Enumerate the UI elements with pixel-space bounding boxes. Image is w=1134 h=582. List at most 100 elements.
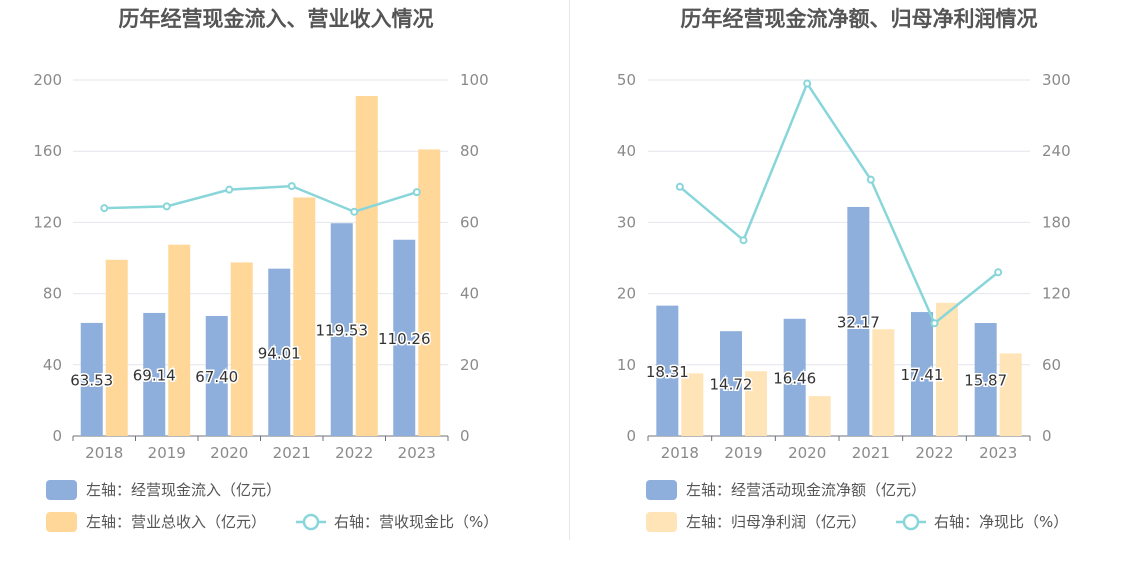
y-left-tick-label: 160 (33, 142, 62, 160)
legend-swatch (646, 512, 677, 532)
bar-secondary (105, 259, 128, 436)
bar-secondary (999, 353, 1022, 436)
y-left-tick-label: 0 (52, 427, 62, 445)
bar-data-label: 17.41 (901, 366, 944, 384)
y-right-tick-label: 0 (460, 427, 470, 445)
bar-secondary (168, 244, 191, 436)
x-tick-label: 2020 (210, 444, 248, 462)
bar-secondary (418, 149, 441, 437)
y-right-tick-label: 60 (460, 213, 479, 231)
y-right-tick-label: 80 (460, 142, 479, 160)
bar-data-label: 14.72 (710, 376, 753, 394)
x-tick-label: 2021 (852, 444, 890, 462)
legend-label: 右轴：营收现金比（%） (334, 513, 498, 531)
bar-data-label: 69.14 (133, 366, 176, 384)
y-right-tick-label: 300 (1042, 71, 1071, 89)
legend-label: 左轴：归母净利润（亿元） (686, 513, 866, 531)
bar-data-label: 32.17 (837, 313, 880, 331)
chart-net-cash-profit: 历年经营现金流净额、归母净利润情况 0 10 20 30 40 50 0 60 120 180 240… (617, 7, 1071, 532)
chart-title: 历年经营现金流净额、归母净利润情况 (681, 7, 1038, 31)
legend-swatch (46, 480, 77, 500)
y-left-tick-label: 40 (43, 356, 62, 374)
y-left-tick-label: 0 (626, 427, 636, 445)
y-right-tick-label: 120 (1042, 285, 1071, 303)
y-left-tick-label: 20 (617, 285, 636, 303)
bar-data-label: 110.26 (378, 330, 431, 348)
y-right-tick-label: 20 (460, 356, 479, 374)
x-tick-label: 2018 (661, 444, 699, 462)
legend-label: 左轴：经营活动现金流净额（亿元） (686, 481, 926, 499)
x-tick-label: 2018 (85, 444, 123, 462)
line-point (803, 79, 812, 88)
legend-swatch (46, 512, 77, 532)
y-right-tick-label: 180 (1042, 213, 1071, 231)
line-point (866, 175, 875, 184)
panel-divider (569, 0, 570, 540)
bar-secondary (808, 396, 831, 436)
bar-secondary (230, 262, 253, 436)
line-point (350, 207, 359, 216)
bar-primary (720, 331, 742, 436)
y-right-tick-label: 240 (1042, 142, 1071, 160)
x-tick-label: 2022 (915, 444, 953, 462)
line-point (994, 268, 1003, 277)
x-tick-label: 2022 (335, 444, 373, 462)
bar-primary (911, 312, 933, 436)
y-right-tick-label: 40 (460, 285, 479, 303)
line-point (675, 182, 684, 191)
bar-primary (143, 312, 166, 436)
y-right-tick-label: 0 (1042, 427, 1052, 445)
bar-data-label: 94.01 (258, 344, 301, 362)
line-point (225, 185, 234, 194)
x-tick-label: 2020 (788, 444, 826, 462)
series-line (679, 80, 999, 326)
bar-primary (268, 268, 291, 436)
bar-primary (330, 223, 353, 436)
x-tick-label: 2023 (398, 444, 436, 462)
x-tick-label: 2019 (724, 444, 762, 462)
bar-secondary (681, 373, 704, 436)
bar-primary (974, 323, 997, 436)
x-tick-label: 2019 (148, 444, 186, 462)
legend-label: 左轴：经营现金流入（亿元） (86, 481, 281, 499)
y-left-tick-label: 120 (33, 213, 62, 231)
bar-data-label: 63.53 (70, 371, 113, 389)
bar-primary (80, 322, 103, 436)
chart-panel-net-cash: 历年经营现金流净额、归母净利润情况 0 10 20 30 40 50 0 60 120 180 240… (567, 0, 1134, 582)
line-point (162, 202, 171, 211)
legend-swatch (646, 480, 677, 500)
line-point (739, 236, 748, 245)
x-tick-label: 2021 (273, 444, 311, 462)
bar-primary (783, 318, 806, 436)
bar-data-label: 119.53 (316, 322, 369, 340)
bar-primary (393, 239, 416, 436)
series-line (104, 184, 418, 214)
y-left-tick-label: 40 (617, 142, 636, 160)
legend-label: 右轴：净现比（%） (934, 513, 1068, 531)
bar-data-label: 15.87 (964, 372, 1007, 390)
legend-line-marker (902, 513, 920, 531)
y-left-tick-label: 80 (43, 285, 62, 303)
chart-cash-inflow-revenue: 历年经营现金流入、营业收入情况 0 40 80 120 160 200 0 20 40 60 80 10… (33, 7, 498, 532)
bar-secondary (936, 302, 958, 436)
bar-secondary (745, 371, 767, 436)
y-left-tick-label: 50 (617, 71, 636, 89)
y-left-tick-label: 30 (617, 213, 636, 231)
legend-line-marker (302, 513, 320, 531)
bar-primary (205, 316, 228, 436)
y-right-tick-label: 100 (460, 71, 489, 89)
line-point (412, 188, 421, 197)
legend-label: 左轴：营业总收入（亿元） (86, 513, 266, 531)
y-left-tick-label: 200 (33, 71, 62, 89)
x-tick-label: 2023 (979, 444, 1017, 462)
bar-data-label: 16.46 (773, 369, 816, 387)
bar-secondary (355, 96, 378, 437)
bar-primary (656, 305, 679, 436)
chart-panel-cash-inflow: 历年经营现金流入、营业收入情况 0 40 80 120 160 200 0 20 40 60 80 10… (33, 7, 498, 532)
bar-secondary (872, 329, 895, 436)
line-point (287, 182, 296, 191)
chart-title: 历年经营现金流入、营业收入情况 (119, 7, 434, 31)
y-left-tick-label: 10 (617, 356, 636, 374)
bar-data-label: 67.40 (195, 368, 238, 386)
bar-data-label: 18.31 (646, 363, 689, 381)
